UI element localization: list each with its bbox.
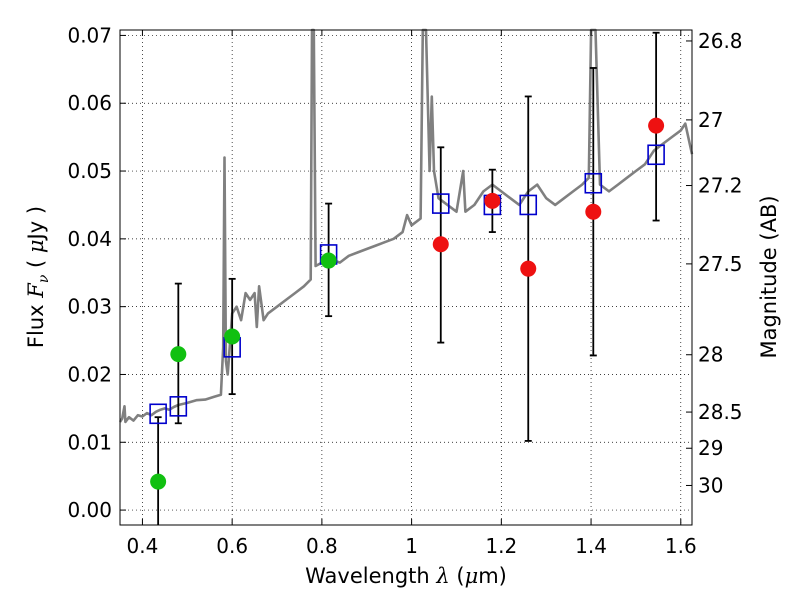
x-tick-label: 0.6 <box>216 534 248 558</box>
observed-point-green <box>224 328 241 345</box>
grid-lines <box>120 30 692 525</box>
y-tick-label: 0.00 <box>67 498 112 522</box>
y-axis-title: Flux Fν ( μJy ) <box>24 206 52 348</box>
y2-tick-label: 29 <box>698 436 723 460</box>
x-tick-label: 0.4 <box>127 534 159 558</box>
y2-tick-label: 27.2 <box>698 174 743 198</box>
template-spectrum <box>118 28 694 424</box>
observed-point-red <box>484 192 501 209</box>
x-tick-label: 1.4 <box>575 534 607 558</box>
observed-point-red <box>432 236 449 253</box>
x-tick-label: 1.6 <box>665 534 697 558</box>
y2-tick-label: 28 <box>698 343 723 367</box>
y2-tick-label: 30 <box>698 473 723 497</box>
observed-point-red <box>520 260 537 277</box>
model-box <box>647 144 665 166</box>
y-tick-label: 0.03 <box>67 295 112 319</box>
template-spectrum-line <box>118 28 694 424</box>
model-box <box>149 403 167 425</box>
y-tick-label: 0.05 <box>67 159 112 183</box>
plot-frame <box>119 29 693 526</box>
y2-axis-title: Magnitude (AB) <box>757 195 781 358</box>
y-tick-label: 0.04 <box>67 227 112 251</box>
model-box <box>519 194 538 216</box>
x-tick-labels: 0.4 0.6 0.8 1 1.2 1.4 1.6 <box>127 534 697 558</box>
observed-point-green <box>320 252 337 269</box>
observed-point-green <box>170 346 187 363</box>
observed-point-green <box>150 473 167 490</box>
observed-points <box>150 117 665 490</box>
y2-tick-label: 26.8 <box>698 29 743 53</box>
model-box <box>584 172 603 194</box>
x-axis-title: Wavelength λ (μm) <box>305 564 507 588</box>
model-box <box>431 193 450 214</box>
y2-tick-label: 27.5 <box>698 252 743 276</box>
model-photometry-boxes <box>149 144 665 425</box>
y-tick-label: 0.01 <box>67 430 112 454</box>
y2-tick-label: 28.5 <box>698 400 743 424</box>
axis-ticks <box>120 30 692 525</box>
observed-point-red <box>648 117 665 134</box>
x-tick-label: 0.8 <box>306 534 338 558</box>
x-tick-label: 1.2 <box>485 534 517 558</box>
y-tick-label: 0.06 <box>67 91 112 115</box>
y-tick-label: 0.02 <box>67 362 112 386</box>
y2-tick-labels: 26.8 27 27.2 27.5 28 28.5 29 30 <box>698 29 743 497</box>
y2-tick-label: 27 <box>698 108 723 132</box>
x-tick-label: 1 <box>405 534 418 558</box>
observed-point-red <box>585 203 602 220</box>
model-box <box>169 396 188 417</box>
y-tick-labels: 0.00 0.01 0.02 0.03 0.04 0.05 0.06 0.07 <box>67 23 112 522</box>
y-tick-label: 0.07 <box>67 23 112 47</box>
